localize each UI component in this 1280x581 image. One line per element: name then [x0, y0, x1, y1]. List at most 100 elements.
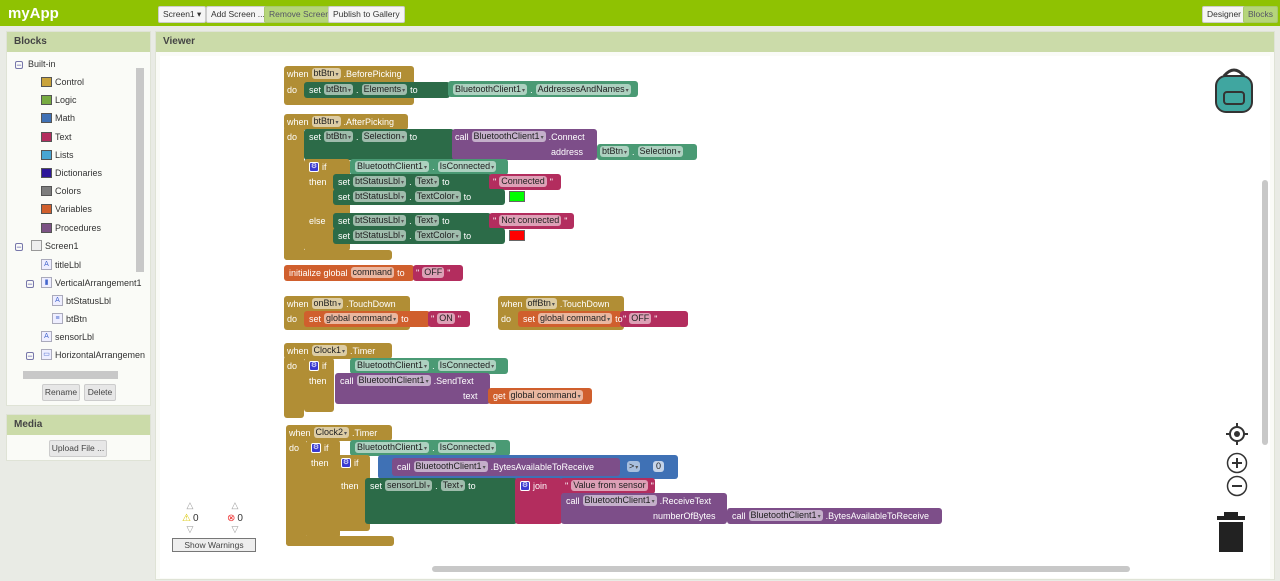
- if-block[interactable]: [336, 455, 370, 531]
- designer-button[interactable]: Designer: [1202, 6, 1247, 23]
- rename-button[interactable]: Rename: [42, 384, 80, 401]
- block-label: join: [533, 480, 548, 491]
- backpack-icon[interactable]: [1212, 66, 1256, 114]
- publish-button[interactable]: Publish to Gallery: [328, 6, 405, 23]
- warning-prev-arrow[interactable]: △: [186, 500, 194, 510]
- field-dropdown[interactable]: TextColor: [414, 230, 461, 241]
- collapse-component-icon[interactable]: −: [26, 279, 34, 289]
- show-warnings-button[interactable]: Show Warnings: [172, 538, 256, 552]
- field-dropdown[interactable]: Text: [440, 480, 466, 491]
- workspace-scrollbar-horizontal[interactable]: [432, 566, 1130, 572]
- field-dropdown[interactable]: btStatusLbl: [353, 230, 407, 241]
- zoom-in-icon[interactable]: [1226, 452, 1248, 474]
- field-dropdown[interactable]: IsConnected: [437, 360, 497, 371]
- zoom-out-icon[interactable]: [1226, 475, 1248, 497]
- field-dropdown[interactable]: TextColor: [414, 191, 461, 202]
- field-dropdown[interactable]: global command: [324, 313, 399, 324]
- field-dropdown[interactable]: Selection: [637, 146, 683, 157]
- tree-component[interactable]: ▮ VerticalArrangement1: [41, 277, 142, 288]
- block-label: then: [309, 176, 327, 187]
- error-next-arrow[interactable]: ▽: [231, 524, 239, 534]
- blocks-panel: Blocks − Built-in Control Logic Math Text List…: [6, 31, 151, 406]
- error-prev-arrow[interactable]: △: [231, 500, 239, 510]
- screen-dropdown[interactable]: Screen1 ▾: [158, 6, 207, 23]
- block-row: BluetoothClient1.IsConnected: [352, 159, 499, 174]
- field-dropdown[interactable]: Clock1: [311, 345, 348, 356]
- collapse-component-icon[interactable]: −: [26, 351, 34, 361]
- field-dropdown[interactable]: btBtn: [600, 146, 630, 157]
- tree-builtin[interactable]: Built-in: [28, 59, 56, 69]
- tree-category-text[interactable]: Text: [41, 131, 72, 142]
- remove-screen-button[interactable]: Remove Screen: [264, 6, 335, 23]
- trash-icon[interactable]: [1216, 512, 1246, 552]
- field-dropdown[interactable]: Text: [414, 215, 440, 226]
- field-dropdown[interactable]: IsConnected: [437, 161, 497, 172]
- field-dropdown[interactable]: BluetoothClient1: [453, 84, 528, 95]
- tree-category-dictionaries[interactable]: Dictionaries: [41, 168, 102, 178]
- field-dropdown[interactable]: btBtn: [311, 116, 341, 127]
- tree-category-logic[interactable]: Logic: [41, 95, 77, 106]
- tree-category-control[interactable]: Control: [41, 77, 84, 87]
- field-dropdown[interactable]: btBtn: [311, 68, 341, 79]
- blocks-button[interactable]: Blocks: [1243, 6, 1279, 23]
- field-dropdown[interactable]: IsConnected: [437, 442, 497, 453]
- tree-category-lists[interactable]: Lists: [41, 149, 74, 160]
- field-dropdown[interactable]: global command: [508, 390, 583, 401]
- upload-file-button[interactable]: Upload File ...: [49, 440, 107, 457]
- field-dropdown[interactable]: Elements: [361, 84, 408, 95]
- block-label: to: [463, 230, 472, 241]
- collapse-screen-icon[interactable]: −: [15, 242, 23, 252]
- field-dropdown[interactable]: >: [627, 461, 641, 472]
- field-dropdown[interactable]: offBtn: [525, 298, 557, 309]
- tree-component[interactable]: ≡ btBtn: [52, 313, 87, 324]
- field-dropdown[interactable]: Text: [414, 176, 440, 187]
- field-dropdown[interactable]: BluetoothClient1: [413, 461, 488, 472]
- field-dropdown[interactable]: global command: [538, 313, 613, 324]
- field-dropdown[interactable]: btBtn: [324, 131, 354, 142]
- field-dropdown[interactable]: BluetoothClient1: [471, 131, 546, 142]
- tree-screen1[interactable]: Screen1: [31, 240, 79, 251]
- field-dropdown[interactable]: btStatusLbl: [353, 215, 407, 226]
- block-label: to: [615, 313, 623, 324]
- component-label: sensorLbl: [55, 331, 95, 342]
- field-dropdown[interactable]: sensorLbl: [385, 480, 433, 491]
- delete-button[interactable]: Delete: [84, 384, 116, 401]
- block-label: .TouchDown: [346, 298, 396, 309]
- tree-component[interactable]: ▭ HorizontalArrangemen: [41, 349, 145, 360]
- tree-category-colors[interactable]: Colors: [41, 186, 81, 197]
- field-dropdown[interactable]: BluetoothClient1: [748, 510, 823, 521]
- field-dropdown[interactable]: btStatusLbl: [353, 176, 407, 187]
- field-dropdown[interactable]: BluetoothClient1: [582, 495, 657, 506]
- field-dropdown[interactable]: AddressesAndNames: [535, 84, 631, 95]
- field-dropdown[interactable]: BluetoothClient1: [355, 161, 430, 172]
- tree-scrollbar-vertical[interactable]: [136, 68, 144, 272]
- block-label: set: [338, 176, 351, 187]
- field-dropdown[interactable]: onBtn: [311, 298, 344, 309]
- field-dropdown[interactable]: Clock2: [313, 427, 350, 438]
- field-dropdown[interactable]: btStatusLbl: [353, 191, 407, 202]
- tree-category-variables[interactable]: Variables: [41, 204, 92, 215]
- collapse-builtin-icon[interactable]: −: [15, 60, 23, 70]
- add-screen-button[interactable]: Add Screen ...: [206, 6, 270, 23]
- field-dropdown[interactable]: BluetoothClient1: [356, 375, 431, 386]
- tree-category-math[interactable]: Math: [41, 113, 75, 124]
- block-label: do: [287, 313, 298, 324]
- field-dropdown[interactable]: BluetoothClient1: [355, 442, 430, 453]
- field-dropdown[interactable]: Selection: [361, 131, 407, 142]
- workspace-scrollbar-vertical[interactable]: [1262, 180, 1268, 445]
- block-row: " Value from sensor ": [562, 478, 657, 493]
- tree-category-procedures[interactable]: Procedures: [41, 222, 101, 233]
- recenter-icon[interactable]: [1226, 423, 1248, 445]
- block-label: .: [409, 191, 412, 202]
- warning-next-arrow[interactable]: ▽: [186, 524, 194, 534]
- if-block[interactable]: [306, 440, 340, 538]
- field-dropdown[interactable]: BluetoothClient1: [355, 360, 430, 371]
- tree-scrollbar-horizontal[interactable]: [23, 371, 118, 379]
- block-label: .BeforePicking: [343, 68, 402, 79]
- field-dropdown[interactable]: btBtn: [324, 84, 354, 95]
